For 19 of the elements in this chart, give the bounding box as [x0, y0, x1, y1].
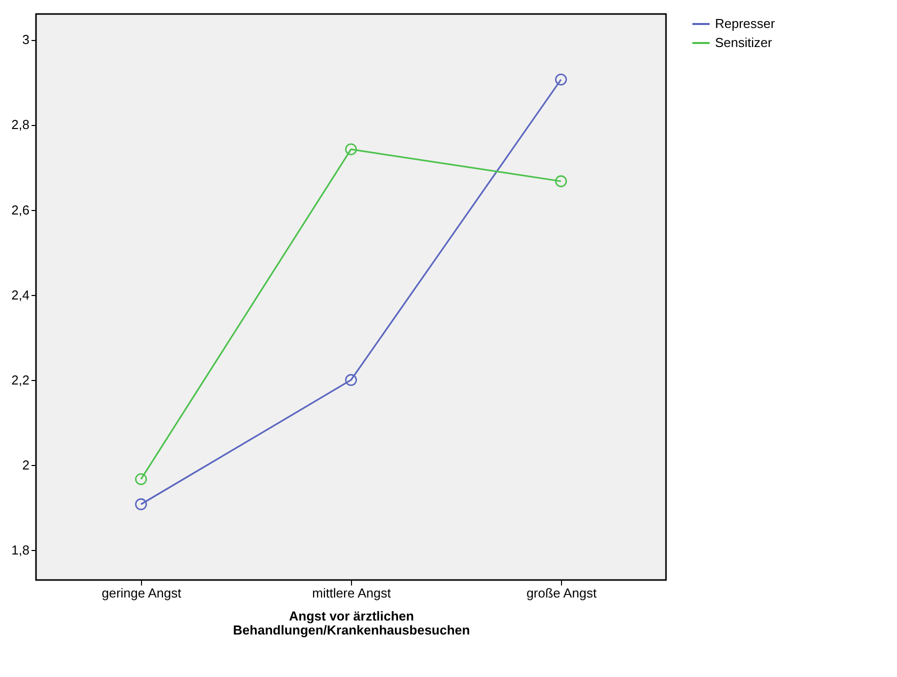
legend-label: Represser: [715, 16, 776, 31]
y-tick-label: 2,2: [11, 372, 30, 388]
point: [135, 473, 147, 486]
point: [555, 175, 567, 188]
y-tick-label: 2,4: [11, 287, 30, 302]
x-tick-label: große Angst: [526, 586, 597, 600]
point: [555, 74, 567, 86]
point: [345, 374, 357, 386]
y-tick-label: 1,8: [11, 542, 30, 558]
point: [135, 498, 147, 510]
x-axis-title: Angst vor ärztlichen Behandlungen/Krankenhausbesuchen: [233, 608, 470, 638]
y-tick-label: 3: [22, 32, 30, 48]
x-tick-label: mittlere Angst: [312, 586, 392, 600]
legend-label: Sensitizer: [715, 35, 773, 50]
y-tick-label: 2,6: [11, 202, 30, 218]
point: [345, 143, 357, 156]
y-tick-label: 2: [22, 458, 30, 473]
y-tick-label: 2,8: [11, 117, 30, 132]
x-tick-label: geringe Angst: [102, 586, 182, 600]
